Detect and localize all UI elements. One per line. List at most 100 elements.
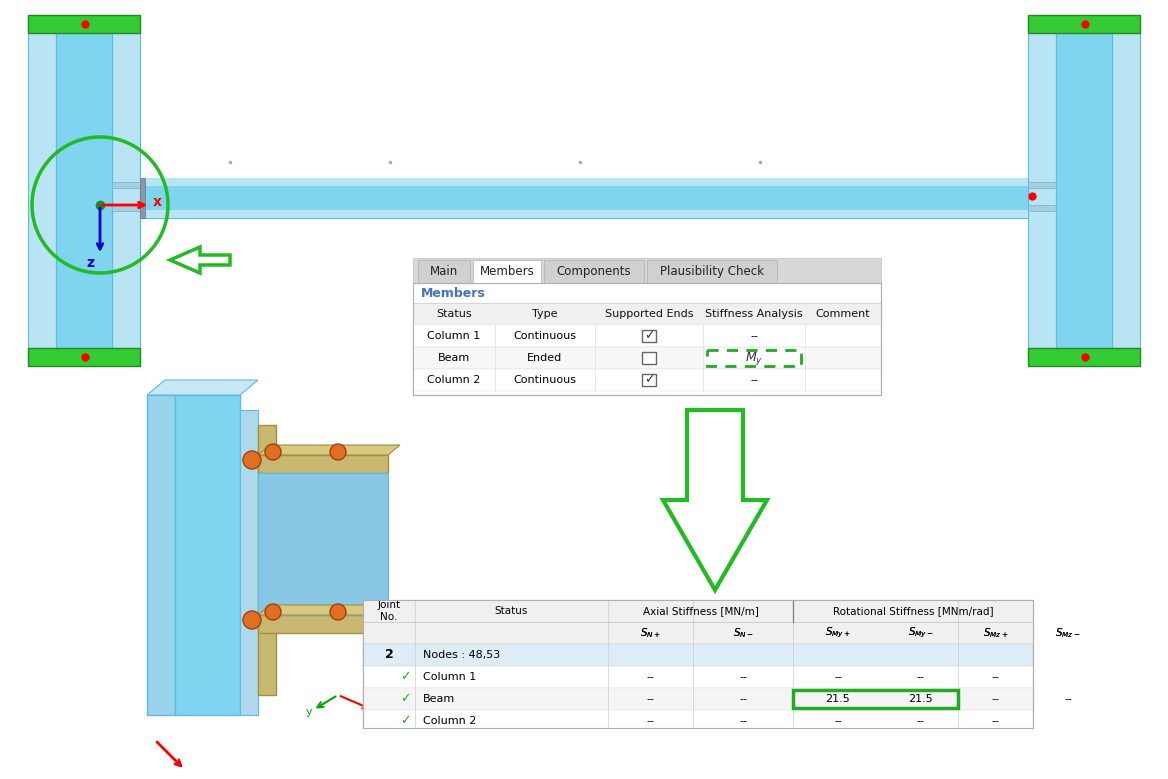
Text: x: x <box>153 195 162 209</box>
Text: ✓: ✓ <box>399 714 410 728</box>
Text: Status: Status <box>436 309 472 319</box>
Bar <box>363 688 1033 710</box>
Text: $S_{N-}$: $S_{N-}$ <box>732 626 753 640</box>
Text: --: -- <box>992 716 1000 726</box>
Bar <box>413 347 881 369</box>
Bar <box>0 0 1168 390</box>
Bar <box>413 283 881 395</box>
Bar <box>413 283 881 395</box>
Circle shape <box>243 451 260 469</box>
Bar <box>56 33 112 348</box>
Text: Beam: Beam <box>438 353 471 363</box>
Bar <box>112 205 140 211</box>
Bar <box>258 455 388 473</box>
Text: $S_{My+}$: $S_{My+}$ <box>825 626 851 640</box>
Text: Joint
No.: Joint No. <box>377 600 401 622</box>
Circle shape <box>243 611 260 629</box>
Text: Nodes : 48,53: Nodes : 48,53 <box>423 650 500 660</box>
Text: 21.5: 21.5 <box>826 694 850 704</box>
Bar <box>707 350 801 366</box>
Bar <box>1028 182 1056 188</box>
Text: Type: Type <box>533 309 558 319</box>
Text: z: z <box>86 256 93 270</box>
Bar <box>418 260 470 283</box>
Text: $S_{My+}$: $S_{My+}$ <box>825 626 851 640</box>
Bar <box>642 352 656 364</box>
Bar <box>1028 205 1056 211</box>
Polygon shape <box>171 247 230 273</box>
Bar <box>363 622 1033 644</box>
Circle shape <box>265 444 281 460</box>
Text: ✓: ✓ <box>644 373 654 386</box>
Bar <box>140 178 1028 218</box>
Text: $S_{N-}$: $S_{N-}$ <box>732 626 753 640</box>
Bar <box>112 33 140 348</box>
Bar <box>642 330 656 342</box>
Text: $S_{N+}$: $S_{N+}$ <box>640 626 661 640</box>
Text: Ended: Ended <box>528 353 563 363</box>
Text: Rotational Stiffness [MNm/rad]: Rotational Stiffness [MNm/rad] <box>833 606 993 616</box>
Bar <box>28 348 140 366</box>
Bar <box>1056 33 1112 348</box>
Text: Column 1: Column 1 <box>423 672 477 682</box>
Bar <box>258 615 388 633</box>
Text: $M_y$: $M_y$ <box>745 350 763 366</box>
Text: Plausibility Check: Plausibility Check <box>660 265 764 278</box>
Text: Axial Stiffness [MN/m]: Axial Stiffness [MN/m] <box>642 606 758 616</box>
Bar <box>544 260 644 283</box>
Text: y: y <box>306 707 313 717</box>
Text: Stiffness Analysis: Stiffness Analysis <box>705 309 802 319</box>
Bar <box>413 369 881 391</box>
Text: $S_{Mz-}$: $S_{Mz-}$ <box>1056 626 1080 640</box>
Text: $S_{My-}$: $S_{My-}$ <box>908 626 933 640</box>
Text: Supported Ends: Supported Ends <box>605 309 694 319</box>
Bar <box>363 644 1033 666</box>
Bar <box>647 260 777 283</box>
Bar <box>363 710 1033 732</box>
Text: $S_{N+}$: $S_{N+}$ <box>640 626 661 640</box>
Text: --: -- <box>992 672 1000 682</box>
Text: --: -- <box>739 716 748 726</box>
Text: --: -- <box>647 672 654 682</box>
Text: ✓: ✓ <box>399 671 410 683</box>
Text: $S_{Mz+}$: $S_{Mz+}$ <box>982 626 1008 640</box>
Circle shape <box>265 604 281 620</box>
Bar <box>140 178 145 218</box>
Text: --: -- <box>992 694 1000 704</box>
Text: --: -- <box>739 672 748 682</box>
Text: --: -- <box>834 716 842 726</box>
Text: --: -- <box>834 672 842 682</box>
Text: 2: 2 <box>384 648 394 661</box>
Text: ✓: ✓ <box>399 693 410 706</box>
Text: Comment: Comment <box>815 309 870 319</box>
Bar <box>473 260 541 283</box>
Text: Column 1: Column 1 <box>427 331 480 341</box>
Bar <box>1028 348 1140 366</box>
Bar <box>1028 15 1140 33</box>
Text: Continuous: Continuous <box>514 331 577 341</box>
Text: $S_{Mz+}$: $S_{Mz+}$ <box>982 626 1008 640</box>
Text: Column 2: Column 2 <box>427 375 481 385</box>
Bar <box>1028 33 1056 348</box>
Text: Members: Members <box>420 287 486 299</box>
Text: $S_{My-}$: $S_{My-}$ <box>908 626 933 640</box>
Bar <box>28 33 56 348</box>
Polygon shape <box>258 605 399 615</box>
Bar <box>363 600 1033 728</box>
Text: --: -- <box>750 331 758 341</box>
Bar <box>147 395 175 715</box>
Bar <box>258 473 388 615</box>
Text: $S_{Mz-}$: $S_{Mz-}$ <box>1056 626 1080 640</box>
Bar <box>28 15 140 33</box>
Text: Members: Members <box>480 265 535 278</box>
Bar <box>0 385 450 779</box>
Bar <box>793 690 958 708</box>
Bar <box>413 303 881 325</box>
Circle shape <box>331 604 346 620</box>
Text: Main: Main <box>430 265 458 278</box>
Text: Components: Components <box>557 265 632 278</box>
Text: Continuous: Continuous <box>514 375 577 385</box>
Text: --: -- <box>917 672 925 682</box>
Bar <box>413 325 881 347</box>
Polygon shape <box>258 445 399 455</box>
